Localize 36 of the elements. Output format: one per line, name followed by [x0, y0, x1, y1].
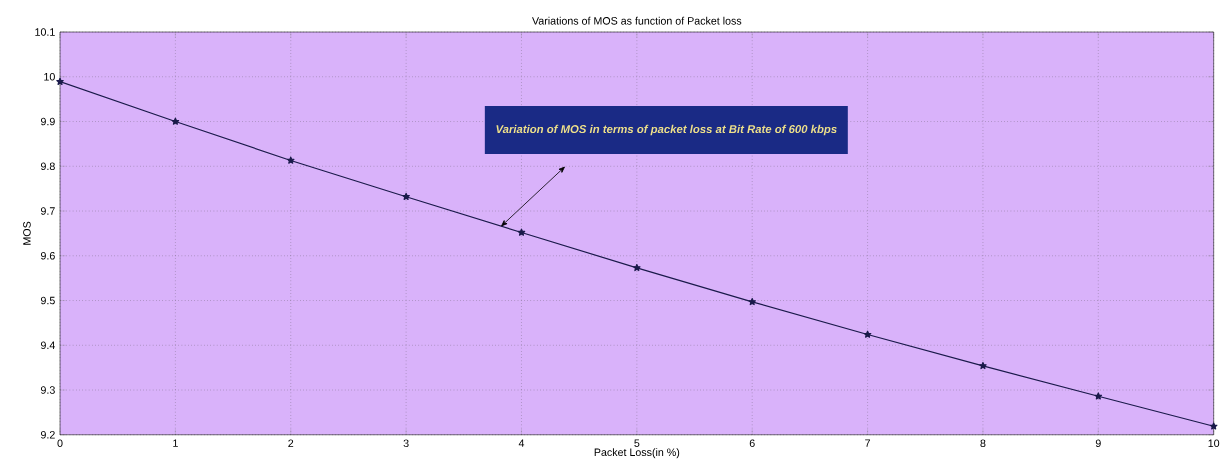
- x-tick-label: 8: [980, 439, 986, 448]
- x-tick-label: 1: [173, 439, 178, 447]
- x-tick-label: 4: [518, 439, 525, 447]
- x-tick-label: 2: [288, 439, 294, 448]
- y-tick-label: 9.9: [40, 117, 55, 126]
- x-tick-label: 6: [749, 439, 755, 448]
- x-tick-label: 7: [865, 439, 871, 447]
- annotation: Variation of MOS in terms of packet loss at Bit Rate of 600 kbps: [496, 124, 837, 136]
- x-axis-title: Packet Loss(in %): [594, 448, 680, 459]
- point: [863, 330, 872, 338]
- x-tick-label: 10: [1208, 439, 1220, 448]
- y-tick-label: 9.8: [40, 162, 55, 171]
- y-tick-label: 9.2: [40, 431, 55, 439]
- x-tick-label: 0: [57, 439, 63, 448]
- point: [979, 362, 987, 370]
- y-tick-label: 9.6: [40, 252, 55, 260]
- point: [56, 77, 64, 86]
- y-tick-label: 10: [44, 73, 55, 81]
- y-axis-title: MOS: [23, 221, 31, 245]
- point: [171, 117, 180, 125]
- y-tick-label: 9.3: [40, 386, 55, 394]
- y-tick-label: 10.1: [35, 28, 55, 36]
- point: [402, 192, 410, 201]
- x-tick-label: 3: [403, 439, 409, 448]
- x-tick-label: 5: [634, 439, 640, 448]
- chart-title: Variations of MOS as function of Packet loss: [532, 16, 742, 25]
- y-tick-label: 9.5: [40, 296, 55, 305]
- x-tick-label: 9: [1095, 439, 1101, 448]
- point: [1209, 422, 1218, 430]
- point: [1094, 392, 1103, 400]
- point: [633, 264, 641, 272]
- point: [748, 298, 756, 306]
- y-tick-label: 9.4: [40, 341, 55, 350]
- point: [286, 156, 295, 164]
- point: [517, 228, 526, 236]
- y-tick-label: 9.7: [40, 207, 55, 215]
